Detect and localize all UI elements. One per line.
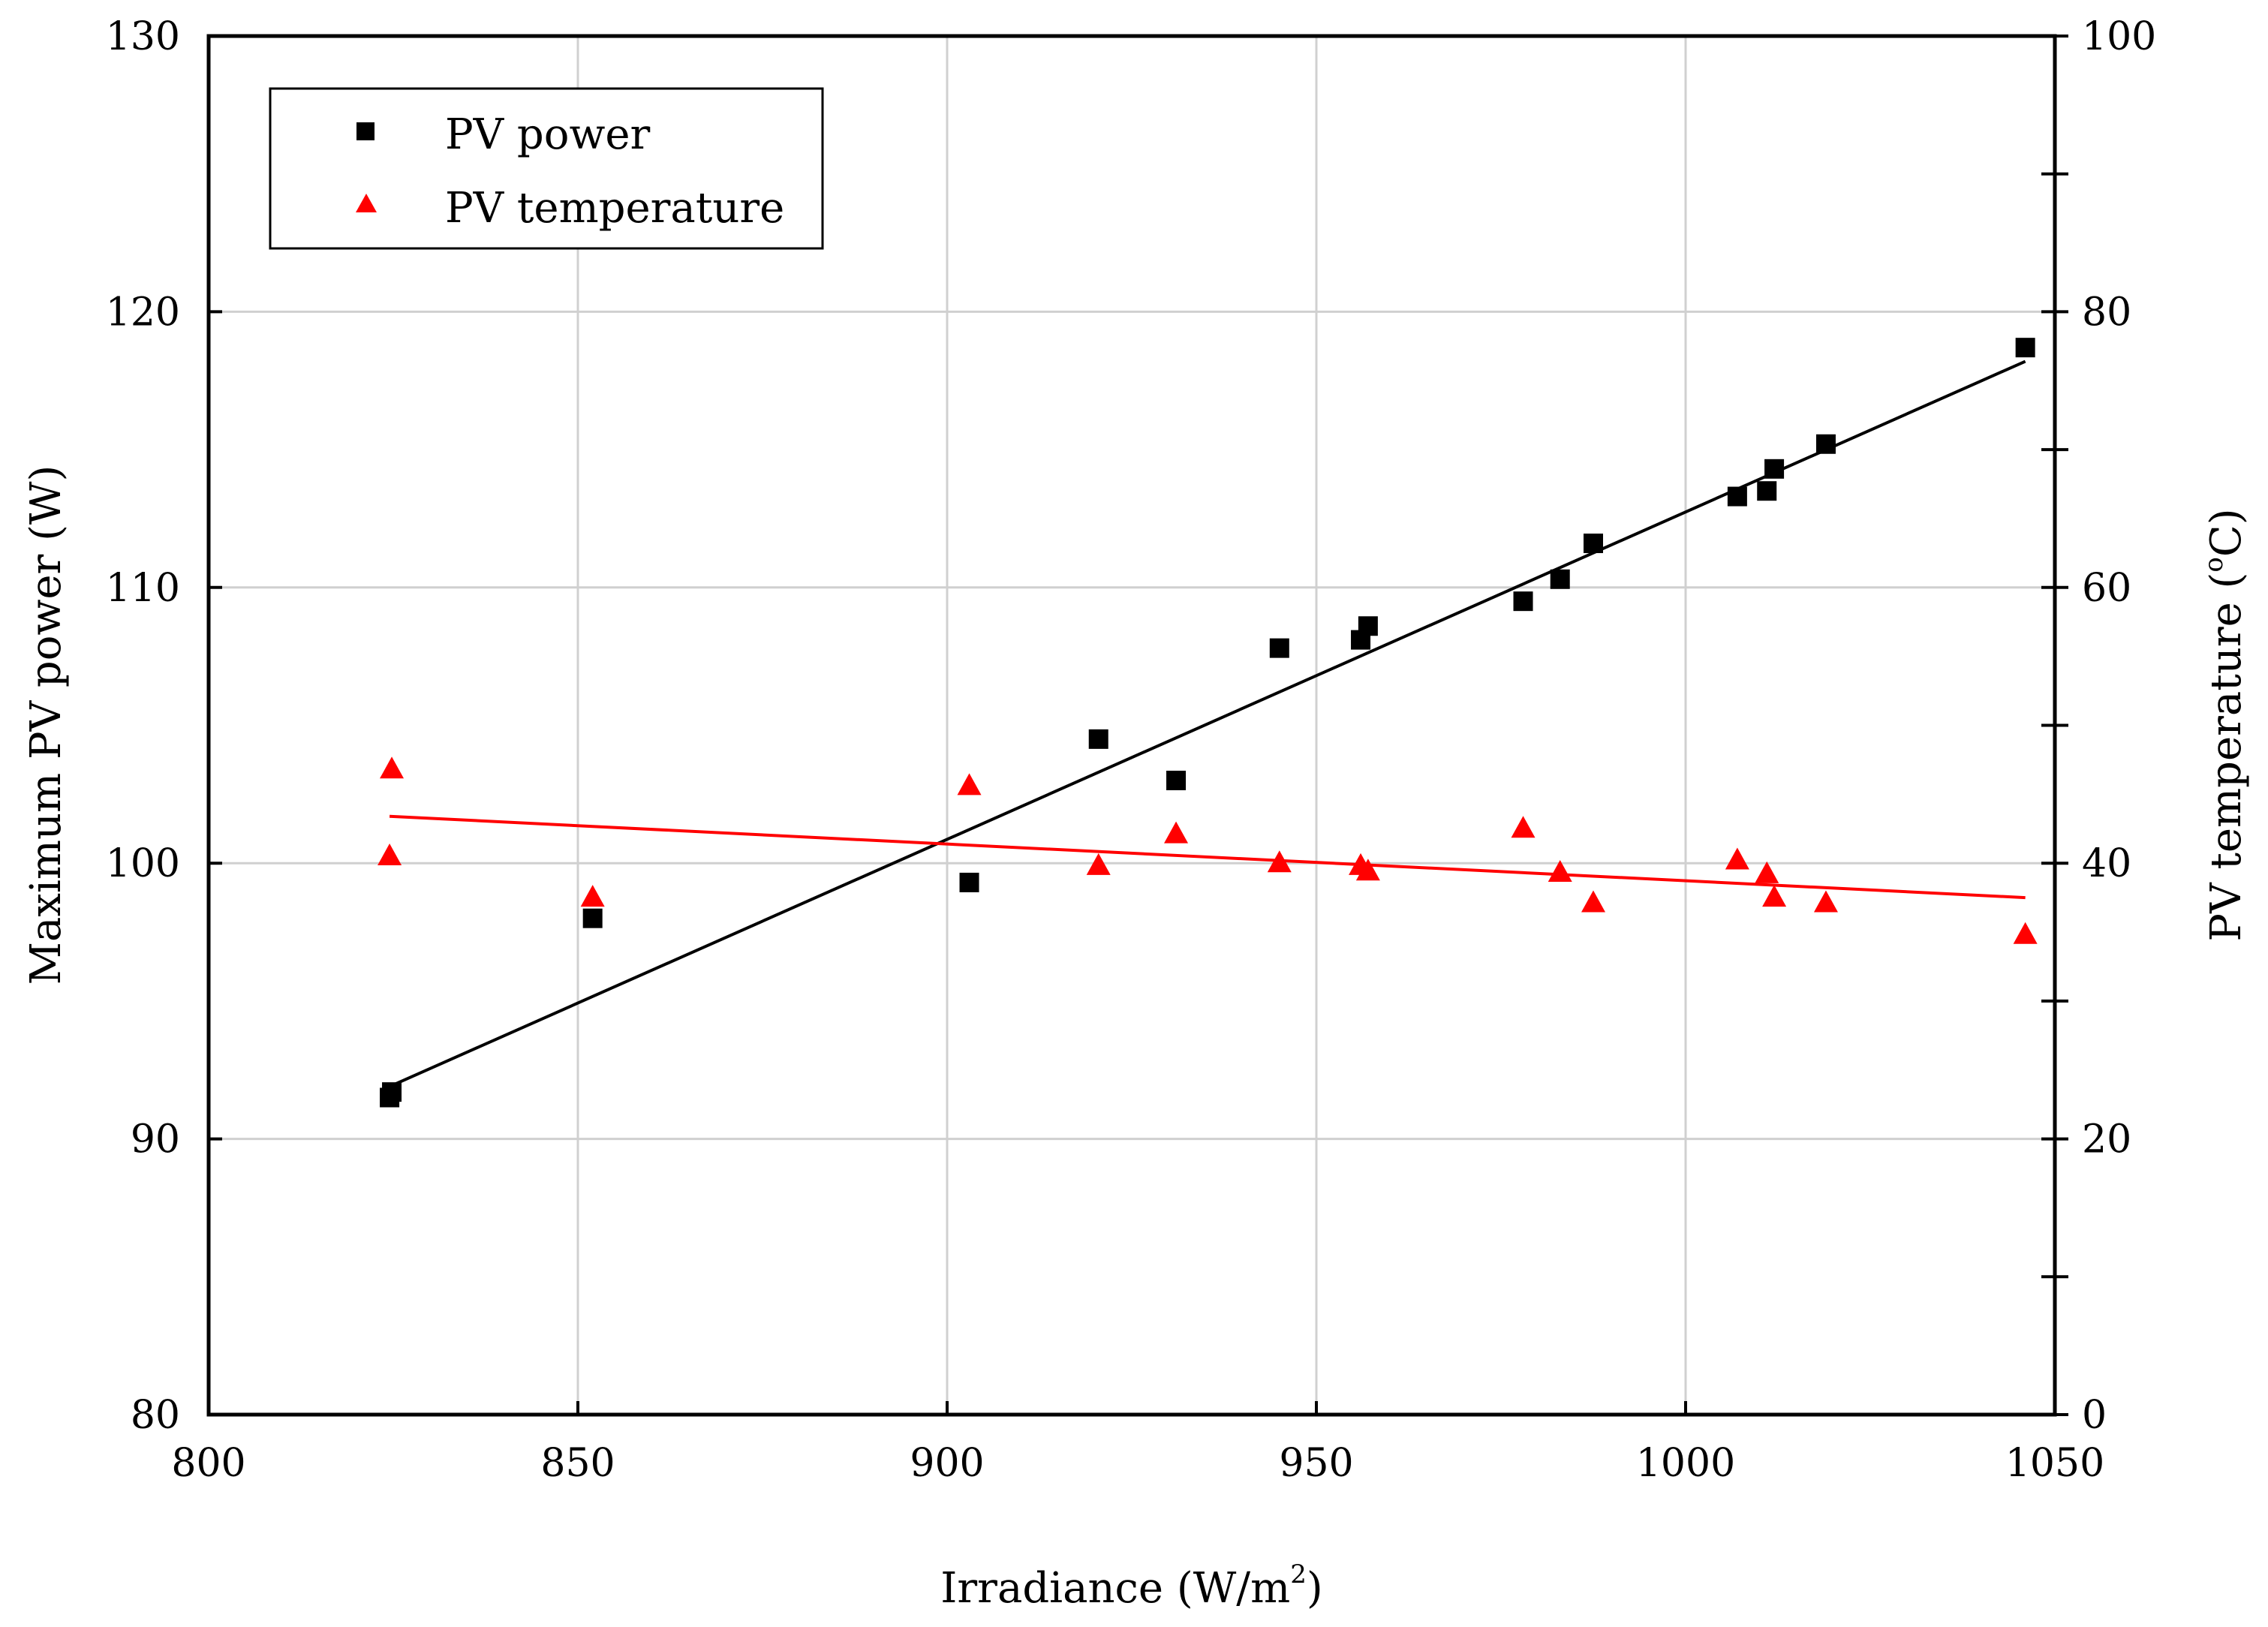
y-axis-title: Maximum PV power (W) [22,465,71,985]
temperature-point [1086,853,1111,875]
legend-power-marker [356,122,374,140]
power-fit-line [389,359,2026,1088]
temperature-point [1548,860,1572,883]
power-point [2015,338,2035,358]
x-axis-title-sup: 2 [1290,1559,1307,1589]
y2-tick-label: 80 [2082,290,2131,335]
temperature-point [1725,847,1749,870]
legend-box [269,87,824,250]
x-tick-label: 1050 [2005,1441,2104,1486]
power-point [1088,729,1108,749]
x-tick-label: 950 [1279,1441,1353,1486]
y2-axis-title-tail: C) [2202,508,2251,557]
temperature-fit-line [389,814,2026,900]
legend: PV power PV temperature [269,87,824,250]
temperature-point [1164,821,1189,844]
y2-tick-label: 40 [2082,841,2131,886]
y2-tick-label: 20 [2082,1117,2131,1162]
power-point [1584,534,1603,554]
y-tick-label: 100 [106,841,180,886]
y2-axis-title: PV temperature (oC) [2199,508,2251,941]
y-tick-label: 80 [131,1393,180,1438]
power-point [1727,486,1747,507]
temperature-point [377,844,402,866]
power-point [1764,459,1785,479]
x-axis-title-main: Irradiance (W/m [940,1564,1290,1613]
y-tick-label: 120 [106,290,180,335]
axis-ticks: 800 850 900 950 1000 1050 80 90 100 110 120 130 0 20 4… [106,14,2157,1486]
temperature-point [1267,850,1292,873]
temperature-point [1355,859,1380,881]
power-point [1269,638,1289,658]
temperature-point [1762,885,1787,907]
y2-axis-title-main: PV temperature ( [2202,573,2251,942]
grid-layer [209,36,2055,1415]
temperature-point [1581,890,1605,913]
temperature-point [1755,861,1779,883]
y2-tick-label: 100 [2082,14,2156,59]
fit-lines [389,359,2026,1088]
x-tick-label: 850 [540,1441,615,1486]
data-markers [377,338,2038,1108]
power-point [1166,770,1187,790]
temperature-point [957,773,982,795]
power-point [1550,569,1570,589]
temperature-point [380,756,405,779]
x-tick-label: 1000 [1636,1441,1735,1486]
x-tick-label: 800 [171,1441,245,1486]
power-point [382,1082,402,1102]
power-point [582,908,603,928]
y2-tick-label: 0 [2082,1393,2107,1438]
x-axis-title-tail: ) [1307,1564,1323,1613]
y-tick-label: 110 [106,566,180,611]
y2-tick-label: 60 [2082,566,2131,611]
legend-temperature-marker [356,194,377,212]
power-point [1815,434,1836,454]
temperature-point [1813,890,1838,913]
y-tick-label: 130 [106,14,180,59]
power-point [959,872,979,892]
legend-power-label: PV power [445,110,651,159]
temperature-point [580,885,605,907]
x-axis-title: Irradiance (W/m2) [940,1559,1322,1613]
y2-axis-title-sup: o [2199,557,2229,572]
power-point [1513,591,1533,612]
temperature-point [1511,816,1536,838]
legend-temperature-label: PV temperature [445,184,784,233]
y-tick-label: 90 [131,1117,180,1162]
power-point [1757,481,1777,501]
temperature-point [2013,922,2038,944]
x-tick-label: 900 [910,1441,984,1486]
power-point [1358,616,1378,636]
